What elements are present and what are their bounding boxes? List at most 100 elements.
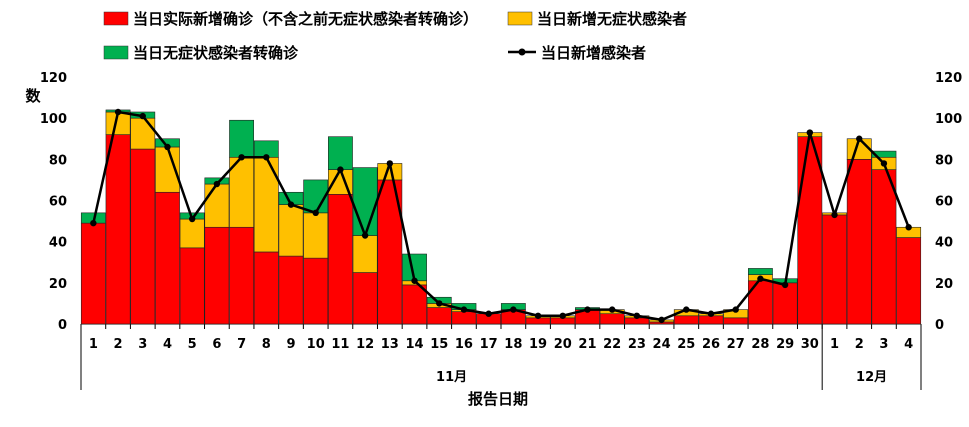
bar-series1-15 xyxy=(426,307,452,325)
bar-series1-12 xyxy=(352,272,378,325)
bar-series1-31 xyxy=(822,214,847,325)
y-tick-label-right: 60 xyxy=(935,195,953,210)
y-tick-label-right: 40 xyxy=(935,236,953,251)
line-point-25 xyxy=(683,306,690,313)
line-point-8 xyxy=(263,154,270,161)
x-category-label-1: 1 xyxy=(89,337,98,352)
bar-series1-27 xyxy=(723,317,749,325)
x-category-label-34: 4 xyxy=(904,337,913,352)
bar-series2-10 xyxy=(303,212,329,259)
bar-series1-1 xyxy=(80,222,106,325)
line-point-32 xyxy=(856,135,863,142)
y-tick-label-left: 60 xyxy=(49,195,67,210)
x-category-label-26: 26 xyxy=(702,337,720,352)
x-category-label-24: 24 xyxy=(653,337,671,352)
line-point-14 xyxy=(411,277,418,284)
bar-series3-7 xyxy=(229,119,254,158)
line-point-16 xyxy=(460,306,468,313)
line-point-5 xyxy=(188,215,196,223)
legend-label-2: 当日新增无症状感染者 xyxy=(537,10,687,28)
month-label-1: 11月 xyxy=(436,370,467,385)
x-category-label-7: 7 xyxy=(237,337,246,352)
line-point-2 xyxy=(114,108,122,116)
bar-series2-12 xyxy=(352,235,378,273)
line-point-30 xyxy=(806,129,814,136)
line-point-6 xyxy=(213,180,221,188)
bar-series1-8 xyxy=(253,251,279,325)
line-point-18 xyxy=(510,306,517,313)
line-point-19 xyxy=(534,312,542,319)
bar-series2-5 xyxy=(179,218,205,249)
bar-series1-30 xyxy=(797,136,823,325)
y-tick-label-right: 0 xyxy=(935,318,944,333)
x-category-label-23: 23 xyxy=(628,337,646,352)
x-category-label-21: 21 xyxy=(578,337,596,352)
x-category-label-33: 3 xyxy=(879,337,888,352)
y-tick-label-right: 80 xyxy=(935,153,953,168)
y-tick-label-left: 100 xyxy=(40,112,67,127)
x-category-label-28: 28 xyxy=(751,337,769,352)
bar-series1-10 xyxy=(303,257,329,325)
line-point-26 xyxy=(707,310,715,317)
line-point-10 xyxy=(312,209,319,217)
y-tick-label-left: 0 xyxy=(58,318,67,333)
line-point-22 xyxy=(608,306,616,313)
bar-series2-9 xyxy=(278,204,304,257)
bar-series1-34 xyxy=(896,237,922,325)
y-tick-label-left: 40 xyxy=(49,236,67,251)
line-series-path xyxy=(92,110,910,322)
legend-label-4: 当日新增感染者 xyxy=(541,44,646,62)
line-point-13 xyxy=(386,160,394,167)
x-category-label-4: 4 xyxy=(163,337,172,352)
x-category-label-25: 25 xyxy=(677,337,695,352)
x-category-label-5: 5 xyxy=(188,337,197,352)
line-point-7 xyxy=(238,154,245,161)
bar-series2-6 xyxy=(204,183,230,228)
bar-series1-26 xyxy=(698,315,724,325)
bar-series1-25 xyxy=(673,315,699,325)
line-point-3 xyxy=(139,112,146,120)
line-point-28 xyxy=(757,275,764,282)
legend-swatch-3 xyxy=(103,45,129,60)
x-category-label-3: 3 xyxy=(138,337,147,352)
bar-series1-9 xyxy=(278,255,304,325)
bar-series1-32 xyxy=(846,159,872,325)
x-category-label-12: 12 xyxy=(356,337,374,352)
x-category-label-8: 8 xyxy=(262,337,271,352)
x-category-label-20: 20 xyxy=(554,337,572,352)
line-point-1 xyxy=(90,219,97,227)
legend-line-marker xyxy=(518,48,526,56)
x-category-label-27: 27 xyxy=(727,337,745,352)
x-category-label-14: 14 xyxy=(405,337,423,352)
x-category-label-32: 2 xyxy=(855,337,864,352)
x-category-label-15: 15 xyxy=(430,337,448,352)
x-category-label-11: 11 xyxy=(331,337,349,352)
bar-series1-7 xyxy=(229,226,254,325)
x-category-label-19: 19 xyxy=(529,337,547,352)
line-point-17 xyxy=(485,310,492,317)
bar-series1-11 xyxy=(328,194,353,325)
bar-series1-22 xyxy=(599,313,625,325)
y-tick-label-right: 120 xyxy=(935,71,962,86)
x-category-label-2: 2 xyxy=(114,337,123,352)
bar-series2-7 xyxy=(229,156,254,228)
line-point-15 xyxy=(436,300,443,307)
bar-series1-28 xyxy=(748,280,773,325)
line-series xyxy=(90,108,912,324)
month-label-2: 12月 xyxy=(856,370,887,385)
x-category-label-6: 6 xyxy=(212,337,221,352)
line-point-31 xyxy=(831,211,838,219)
legend: 当日实际新增确诊（不含之前无症状感染者转确诊） 当日新增无症状感染者当日无症状感染… xyxy=(103,10,687,62)
bar-series1-4 xyxy=(155,191,180,325)
x-category-label-9: 9 xyxy=(286,337,295,352)
bar-series3-33 xyxy=(871,150,897,158)
line-point-12 xyxy=(361,232,369,239)
bar-series1-2 xyxy=(105,134,131,325)
bar-series1-5 xyxy=(179,247,205,325)
bar-series1-3 xyxy=(130,148,156,325)
bar-series2-3 xyxy=(130,117,156,150)
line-point-21 xyxy=(584,306,591,313)
legend-swatch-2 xyxy=(507,11,533,26)
x-category-label-31: 1 xyxy=(830,337,839,352)
